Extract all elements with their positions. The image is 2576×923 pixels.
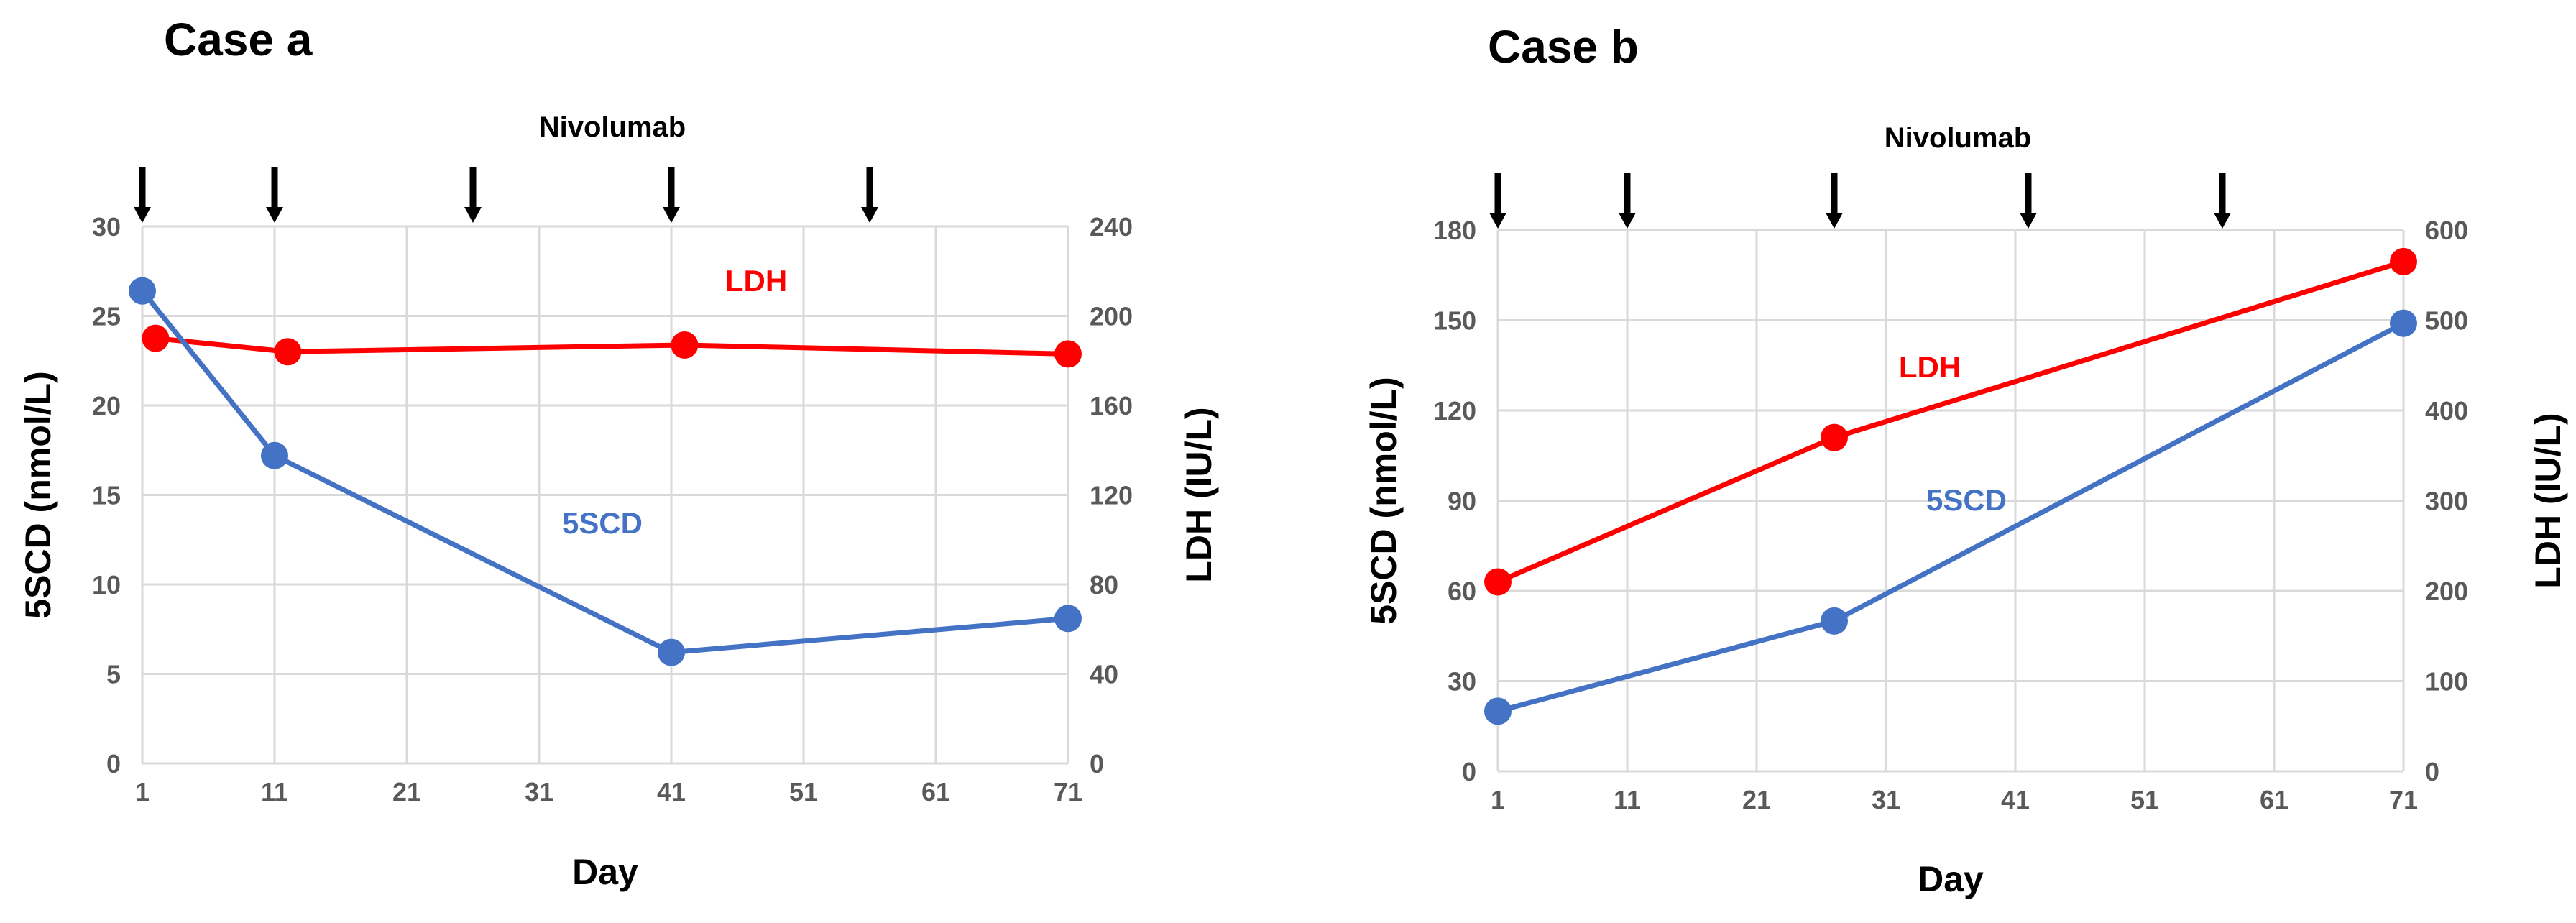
y-left-axis-title: 5SCD (nmol/L) — [18, 371, 58, 618]
dose-arrow-head — [2214, 213, 2231, 229]
x-tick-label: 31 — [525, 777, 553, 807]
dose-arrow-head — [663, 207, 680, 223]
x-tick-label: 31 — [1872, 785, 1900, 814]
data-point-5scd — [1821, 607, 1848, 635]
data-point-5scd — [1484, 697, 1512, 725]
data-point-ldh — [1821, 423, 1848, 451]
x-tick-label: 51 — [2130, 785, 2159, 814]
y-left-tick-label: 10 — [92, 570, 121, 600]
y-left-tick-label: 180 — [1433, 216, 1476, 245]
series-label-ldh: LDH — [1899, 350, 1961, 384]
panel-title: Case a — [164, 14, 313, 65]
y-left-tick-label: 25 — [92, 302, 121, 331]
x-tick-label: 21 — [392, 777, 421, 807]
y-left-tick-label: 5 — [106, 660, 121, 689]
y-left-axis-title: 5SCD (nmol/L) — [1363, 377, 1404, 624]
y-right-tick-label: 300 — [2425, 487, 2468, 516]
dose-arrow-head — [464, 207, 482, 223]
x-tick-label: 11 — [1614, 785, 1641, 814]
series-line-5scd — [140, 289, 1069, 656]
x-axis-title: Day — [572, 852, 638, 892]
panel-case-a: Case a 1 11 21 31 41 51 61 71 0 5 10 15 20 25 30 0 40 80 1… — [0, 0, 1288, 919]
series-label-5scd: 5SCD — [562, 506, 643, 540]
dose-arrow-head — [2020, 213, 2037, 229]
data-point-5scd — [129, 277, 156, 305]
data-point-ldh — [142, 324, 170, 352]
y-right-tick-label: 600 — [2425, 216, 2468, 245]
x-tick-label: 61 — [2260, 785, 2288, 814]
y-right-tick-label: 160 — [1090, 391, 1133, 421]
data-point-ldh — [1054, 340, 1082, 368]
dose-arrow-head — [1489, 213, 1506, 229]
data-point-5scd — [2390, 309, 2417, 337]
y-right-tick-label: 200 — [2425, 577, 2468, 606]
chart-case-a: 1 11 21 31 41 51 61 710510152025300408012016020… — [18, 111, 1219, 892]
y-left-tick-label: 15 — [92, 481, 121, 510]
dose-arrow-head — [861, 207, 878, 223]
dose-arrow-head — [266, 207, 283, 223]
y-right-tick-label: 120 — [1090, 481, 1133, 510]
data-point-ldh — [1484, 568, 1512, 596]
data-point-ldh — [274, 338, 302, 366]
y-left-tick-label: 30 — [92, 212, 121, 242]
x-tick-label: 71 — [2389, 785, 2418, 814]
x-axis-title: Day — [1918, 859, 1984, 899]
x-tick-label: 21 — [1742, 785, 1771, 814]
data-point-ldh — [671, 331, 699, 359]
series-line-ldh — [155, 336, 1069, 357]
nivolumab-label: Nivolumab — [1885, 122, 2031, 154]
dose-arrow-head — [1826, 213, 1843, 229]
series-line-ldh — [1496, 259, 2405, 584]
chart-case-b: 1 11 21 31 41 51 61 710306090120150180010020030… — [1363, 122, 2568, 899]
x-tick-label: 71 — [1054, 777, 1082, 807]
data-point-5scd — [658, 638, 685, 666]
x-tick-label: 1 — [1491, 785, 1505, 814]
x-tick-label: 41 — [657, 777, 686, 807]
y-right-tick-label: 40 — [1090, 660, 1118, 689]
y-right-tick-label: 500 — [2425, 306, 2468, 336]
y-right-tick-label: 80 — [1090, 570, 1118, 600]
y-right-axis-title: LDH (IU/L) — [2528, 413, 2568, 588]
x-tick-label: 11 — [261, 777, 288, 807]
series-label-5scd: 5SCD — [1926, 483, 2007, 517]
dose-arrow-head — [134, 207, 151, 223]
y-left-tick-label: 0 — [106, 749, 121, 779]
y-left-tick-label: 30 — [1448, 667, 1476, 697]
y-right-tick-label: 240 — [1090, 212, 1133, 242]
data-point-ldh — [2390, 247, 2417, 275]
series-label-ldh: LDH — [725, 264, 787, 298]
x-tick-label: 1 — [135, 777, 150, 807]
data-point-5scd — [261, 441, 288, 469]
y-right-tick-label: 400 — [2425, 396, 2468, 426]
y-left-tick-label: 120 — [1433, 396, 1476, 426]
y-left-tick-label: 90 — [1448, 487, 1476, 516]
x-tick-label: 61 — [921, 777, 950, 807]
y-left-tick-label: 150 — [1433, 306, 1476, 336]
x-tick-label: 51 — [789, 777, 818, 807]
y-right-tick-label: 100 — [2425, 667, 2468, 697]
y-right-tick-label: 0 — [1090, 749, 1104, 779]
panel-case-b: Case b 1 11 21 31 41 51 61 71 0 30 60 90 120 150 180 0 1… — [1288, 0, 2576, 919]
y-left-tick-label: 20 — [92, 391, 121, 421]
y-right-axis-title: LDH (IU/L) — [1179, 407, 1219, 582]
data-point-5scd — [1054, 605, 1082, 633]
nivolumab-label: Nivolumab — [539, 111, 686, 143]
dose-arrow-head — [1619, 213, 1636, 229]
y-left-tick-label: 0 — [1462, 757, 1476, 786]
y-right-tick-label: 0 — [2425, 757, 2439, 786]
x-tick-label: 41 — [2001, 785, 2030, 814]
y-left-tick-label: 60 — [1448, 577, 1476, 606]
panel-title: Case b — [1488, 21, 1639, 73]
y-right-tick-label: 200 — [1090, 302, 1133, 331]
